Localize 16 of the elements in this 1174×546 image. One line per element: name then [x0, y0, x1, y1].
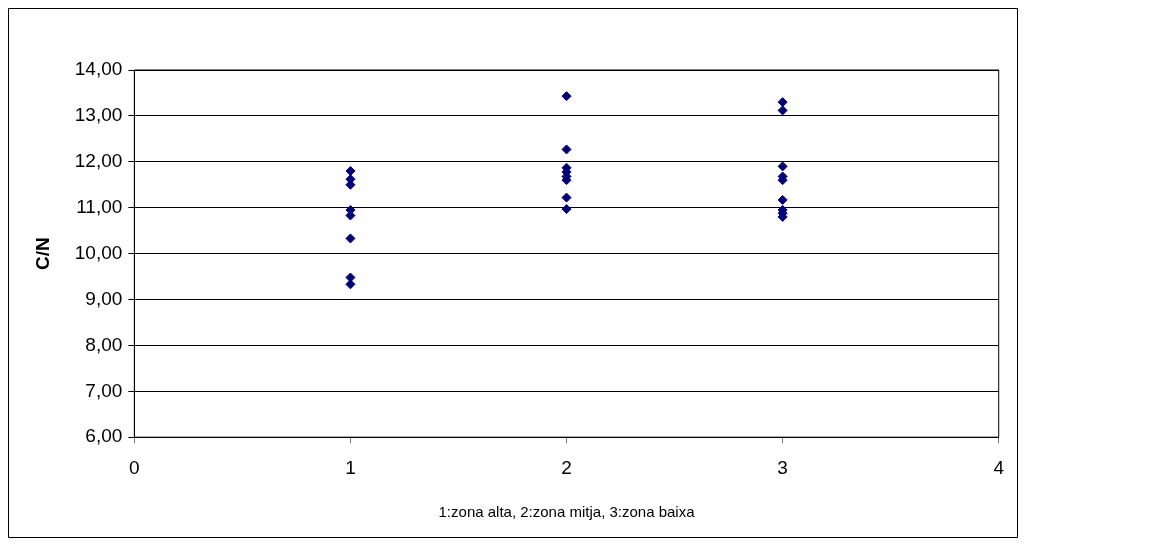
y-tick-label: 7,00 [85, 379, 123, 401]
y-tick-label: 10,00 [74, 241, 123, 263]
y-tick-label: 11,00 [76, 195, 123, 217]
y-tick-label: 6,00 [85, 425, 123, 447]
y-tick-label: 13,00 [74, 104, 123, 126]
y-tick-label: 8,00 [85, 333, 123, 355]
x-tick-label: 4 [993, 456, 1005, 478]
y-tick-label: 9,00 [85, 287, 123, 309]
y-tick-label: 12,00 [74, 150, 123, 172]
x-tick-label: 3 [777, 456, 788, 478]
y-axis-title: C/N [31, 237, 53, 270]
x-tick-label: 2 [561, 456, 572, 478]
x-axis-title: 1:zona alta, 2:zona mitja, 3:zona baixa [438, 503, 696, 521]
y-tick-label: 14,00 [74, 58, 123, 80]
x-tick-label: 1 [345, 456, 356, 478]
x-tick-label: 0 [129, 456, 140, 478]
